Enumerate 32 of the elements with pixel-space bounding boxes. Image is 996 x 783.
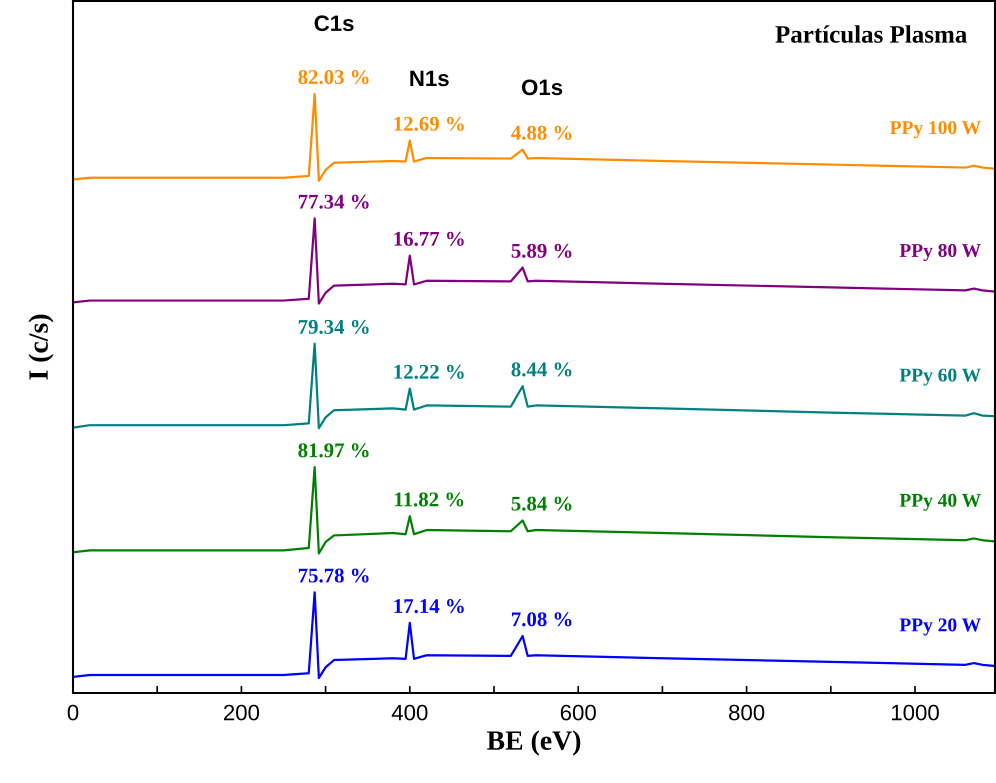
series-label: PPy 40 W	[900, 494, 981, 511]
annotation: 11.82 %	[395, 492, 464, 507]
annotation: 5.89 %	[512, 244, 572, 258]
annotation: N1s	[410, 70, 449, 86]
annotation: 7.08 %	[512, 612, 572, 626]
annotation: 12.69 %	[394, 116, 464, 131]
x-tick-label: 600	[560, 704, 596, 720]
annotation: 77.34 %	[298, 194, 369, 209]
x-tick-label: 200	[224, 704, 260, 720]
annotation: 5.84 %	[512, 496, 572, 511]
y-axis-title: I (c/s)	[28, 314, 54, 380]
series-label: PPy 60 W	[900, 368, 981, 386]
x-tick-label: 1000	[892, 704, 939, 720]
annotation: 4.88 %	[511, 126, 572, 140]
annotation: 16.77 %	[394, 232, 464, 246]
annotation: 8.44 %	[512, 362, 572, 377]
annotation: 82.03 %	[298, 70, 369, 84]
annotation: O1s	[522, 79, 562, 96]
series-label: PPy 20 W	[900, 618, 981, 636]
series-label: PPy 80 W	[900, 244, 981, 262]
x-tick-label: 400	[392, 704, 428, 720]
x-tick-label: 0	[68, 704, 78, 720]
annotation: C1s	[314, 15, 354, 32]
annotation: 12.22 %	[394, 364, 464, 379]
annotation: 81.97 %	[298, 443, 369, 458]
annotation: 79.34 %	[298, 320, 369, 334]
x-axis-title: BE (eV)	[487, 730, 580, 756]
annotation: 75.78 %	[298, 568, 369, 583]
annotation: 17.14 %	[394, 599, 464, 614]
x-tick-label: 800	[729, 704, 764, 720]
chart-title: Partículas Plasma	[775, 25, 967, 43]
series-label: PPy 100 W	[890, 121, 981, 138]
